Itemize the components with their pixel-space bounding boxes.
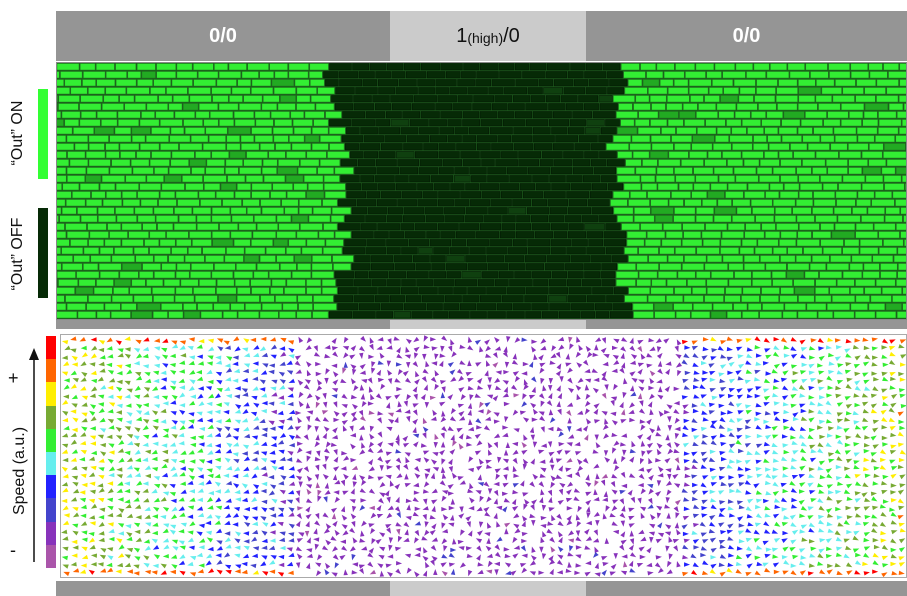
speed-axis-arrow xyxy=(29,348,39,562)
cell-state-image xyxy=(57,63,906,319)
divider-left-band xyxy=(56,320,390,329)
speed-plus-label: + xyxy=(8,368,19,388)
velocity-field-panel xyxy=(60,334,907,578)
region-middle-label: 1(high)/0 xyxy=(456,24,520,47)
out-off-label: “Out” OFF xyxy=(9,217,26,291)
region-middle-band: 1(high)/0 xyxy=(390,11,586,61)
region-right-band: 0/0 xyxy=(586,11,907,61)
speed-scale-step xyxy=(46,544,56,568)
velocity-field-image xyxy=(61,335,906,577)
cell-state-panel xyxy=(56,62,907,320)
region-left-band: 0/0 xyxy=(56,11,390,61)
bottom-middle-band xyxy=(390,581,586,596)
speed-scale-step xyxy=(46,475,56,499)
out-on-label: “Out” ON xyxy=(9,100,26,166)
speed-axis-label: Speed (a.u.) xyxy=(11,426,28,516)
speed-scale-step xyxy=(46,359,56,383)
speed-scale-step xyxy=(46,451,56,476)
speed-scale-step xyxy=(46,521,56,545)
speed-scale-step xyxy=(46,405,56,429)
region-right-label: 0/0 xyxy=(732,24,761,47)
speed-color-scale xyxy=(46,336,56,568)
region-left-label: 0/0 xyxy=(209,24,237,47)
speed-minus-label: - xyxy=(10,540,16,560)
out-off-swatch xyxy=(38,208,48,298)
speed-scale-step xyxy=(46,498,56,522)
speed-scale-step xyxy=(46,336,56,360)
speed-scale-step xyxy=(46,428,56,452)
divider-right-band xyxy=(586,320,907,329)
divider-middle-band xyxy=(390,320,586,329)
bottom-right-band xyxy=(586,581,907,596)
out-on-swatch xyxy=(38,89,48,179)
bottom-left-band xyxy=(56,581,390,596)
speed-scale-step xyxy=(46,382,56,406)
